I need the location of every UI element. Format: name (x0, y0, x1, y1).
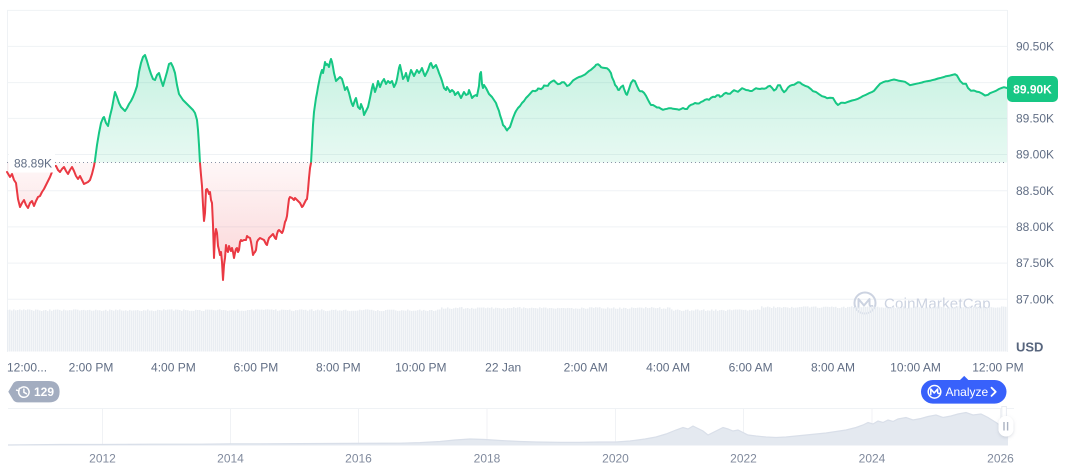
svg-text:89.90K: 89.90K (1013, 82, 1052, 96)
svg-text:88.00K: 88.00K (1016, 220, 1054, 234)
svg-text:12:00...: 12:00... (7, 361, 47, 375)
svg-text:4:00 AM: 4:00 AM (646, 361, 690, 375)
svg-text:2026: 2026 (987, 452, 1014, 466)
svg-text:Analyze: Analyze (946, 385, 989, 399)
svg-text:87.00K: 87.00K (1016, 292, 1054, 306)
svg-text:2012: 2012 (89, 452, 116, 466)
svg-text:87.50K: 87.50K (1016, 256, 1054, 270)
svg-text:2:00 AM: 2:00 AM (564, 361, 608, 375)
svg-text:2020: 2020 (602, 452, 629, 466)
svg-text:2018: 2018 (474, 452, 501, 466)
svg-text:6:00 PM: 6:00 PM (234, 361, 279, 375)
svg-text:2:00 PM: 2:00 PM (69, 361, 114, 375)
svg-text:88.89K: 88.89K (14, 157, 52, 171)
svg-text:8:00 AM: 8:00 AM (811, 361, 855, 375)
svg-text:2014: 2014 (217, 452, 244, 466)
svg-text:88.50K: 88.50K (1016, 184, 1054, 198)
svg-text:12:00 PM: 12:00 PM (972, 361, 1023, 375)
svg-text:89.50K: 89.50K (1016, 112, 1054, 126)
svg-text:22 Jan: 22 Jan (485, 361, 521, 375)
svg-text:6:00 AM: 6:00 AM (729, 361, 773, 375)
svg-text:4:00 PM: 4:00 PM (151, 361, 196, 375)
svg-text:129: 129 (34, 385, 54, 399)
svg-text:8:00 PM: 8:00 PM (316, 361, 361, 375)
svg-text:10:00 AM: 10:00 AM (890, 361, 941, 375)
svg-text:2024: 2024 (859, 452, 886, 466)
svg-text:USD: USD (1016, 340, 1043, 355)
svg-text:90.50K: 90.50K (1016, 40, 1054, 54)
svg-text:10:00 PM: 10:00 PM (395, 361, 446, 375)
svg-text:2022: 2022 (730, 452, 757, 466)
svg-text:89.00K: 89.00K (1016, 148, 1054, 162)
svg-text:2016: 2016 (345, 452, 372, 466)
